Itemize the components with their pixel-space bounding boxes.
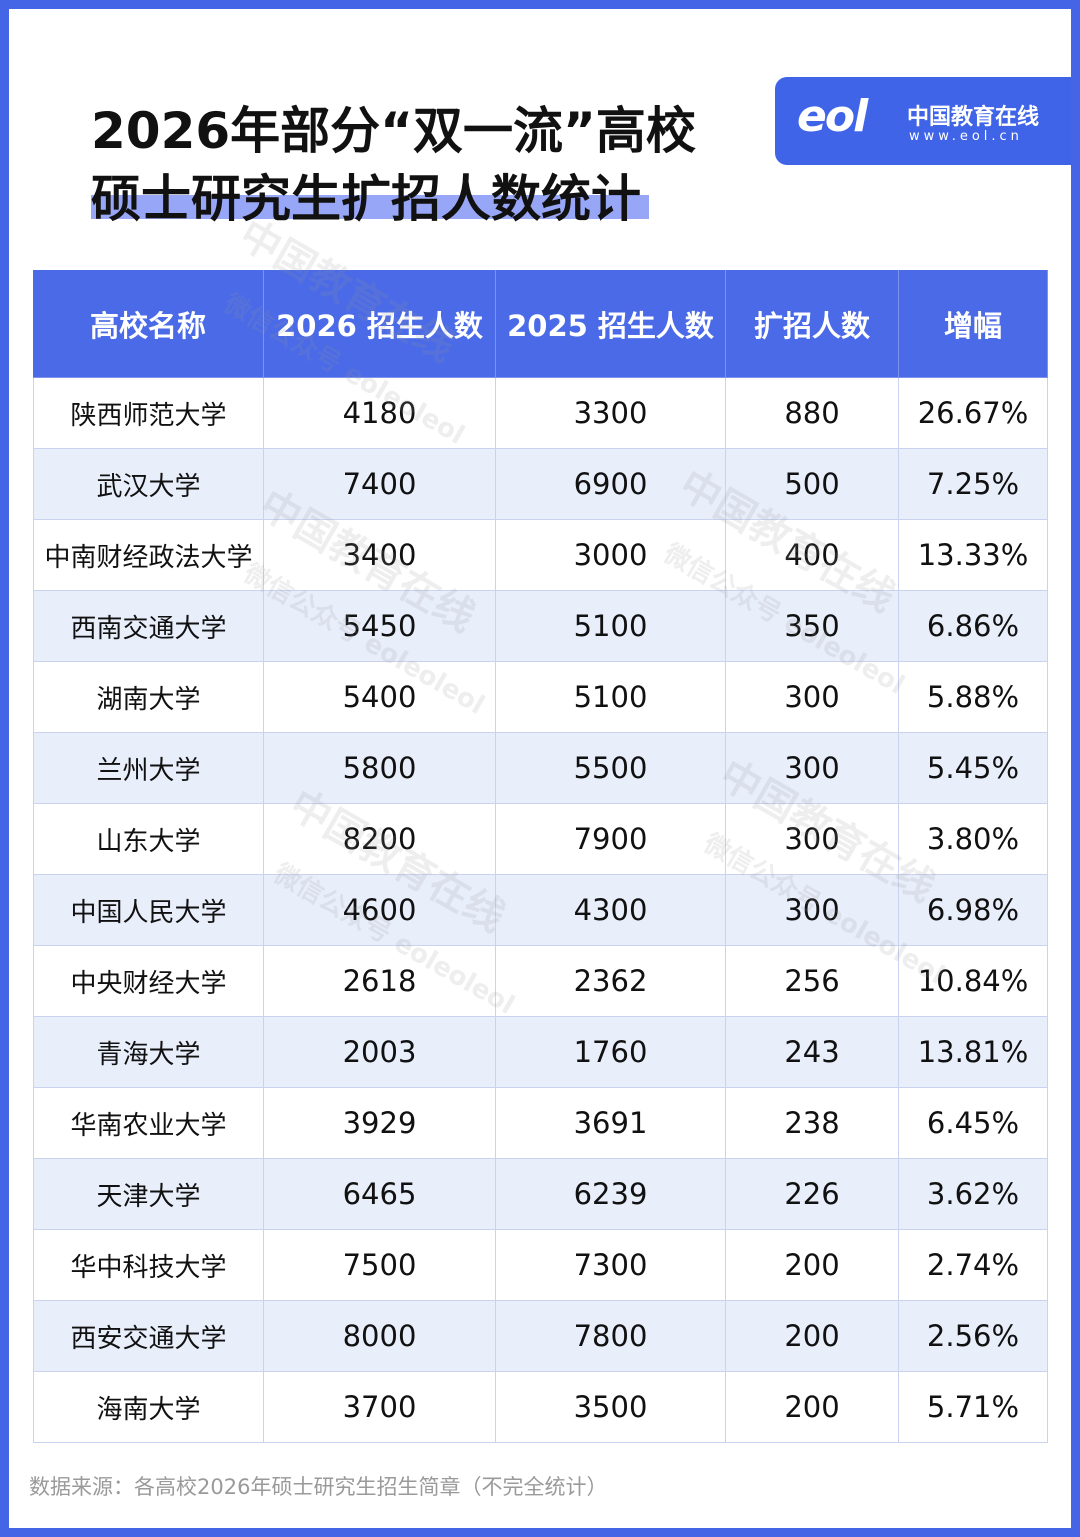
table-cell: 8200 <box>264 804 496 875</box>
table-cell: 400 <box>726 520 899 591</box>
table-cell: 兰州大学 <box>33 733 264 804</box>
table-cell: 山东大学 <box>33 804 264 875</box>
table-cell: 天津大学 <box>33 1159 264 1230</box>
table-cell: 5500 <box>496 733 726 804</box>
table-cell: 3929 <box>264 1088 496 1159</box>
table-cell: 5100 <box>496 662 726 733</box>
table-cell: 5800 <box>264 733 496 804</box>
table-cell: 6.86% <box>899 591 1048 662</box>
table-cell: 华南农业大学 <box>33 1088 264 1159</box>
table-cell: 2.56% <box>899 1301 1048 1372</box>
table-cell: 4180 <box>264 378 496 449</box>
table-cell: 6465 <box>264 1159 496 1230</box>
table-cell: 6900 <box>496 449 726 520</box>
table-cell: 7400 <box>264 449 496 520</box>
table-cell: 5.88% <box>899 662 1048 733</box>
table-cell: 300 <box>726 804 899 875</box>
table-cell: 7800 <box>496 1301 726 1372</box>
table-cell: 西南交通大学 <box>33 591 264 662</box>
table-cell: 2.74% <box>899 1230 1048 1301</box>
table-cell: 1760 <box>496 1017 726 1088</box>
table-cell: 中国人民大学 <box>33 875 264 946</box>
table-cell: 300 <box>726 662 899 733</box>
table-cell: 300 <box>726 875 899 946</box>
table-cell: 5450 <box>264 591 496 662</box>
table-cell: 3691 <box>496 1088 726 1159</box>
logo-url: www.eol.cn <box>909 129 1023 144</box>
table-cell: 3.80% <box>899 804 1048 875</box>
table-cell: 3000 <box>496 520 726 591</box>
column-header: 2025 招生人数 <box>496 270 726 378</box>
table-cell: 3.62% <box>899 1159 1048 1230</box>
table-cell: 6239 <box>496 1159 726 1230</box>
table-cell: 10.84% <box>899 946 1048 1017</box>
table-cell: 3300 <box>496 378 726 449</box>
table-cell: 13.81% <box>899 1017 1048 1088</box>
logo: eol 中国教育在线 www.eol.cn <box>775 77 1071 165</box>
table-cell: 500 <box>726 449 899 520</box>
table-cell: 4600 <box>264 875 496 946</box>
table-cell: 8000 <box>264 1301 496 1372</box>
column-header: 2026 招生人数 <box>264 270 496 378</box>
table-cell: 2362 <box>496 946 726 1017</box>
table-cell: 243 <box>726 1017 899 1088</box>
table-cell: 2618 <box>264 946 496 1017</box>
title: 2026年部分“双一流”高校 <box>91 102 696 160</box>
table-cell: 华中科技大学 <box>33 1230 264 1301</box>
table-cell: 海南大学 <box>33 1372 264 1443</box>
title: 硕士研究生扩招人数统计 <box>91 170 641 228</box>
table-cell: 3400 <box>264 520 496 591</box>
table-cell: 青海大学 <box>33 1017 264 1088</box>
table-cell: 3700 <box>264 1372 496 1443</box>
table-cell: 2003 <box>264 1017 496 1088</box>
column-header: 高校名称 <box>33 270 264 378</box>
logo-name: 中国教育在线 <box>907 105 1040 130</box>
source-note: 数据来源：各高校2026年硕士研究生招生简章（不完全统计） <box>29 1475 608 1499</box>
table-cell: 880 <box>726 378 899 449</box>
table-cell: 5100 <box>496 591 726 662</box>
table-cell: 6.98% <box>899 875 1048 946</box>
table-cell: 226 <box>726 1159 899 1230</box>
table-cell: 6.45% <box>899 1088 1048 1159</box>
column-header: 扩招人数 <box>726 270 899 378</box>
table-cell: 200 <box>726 1301 899 1372</box>
title-highlight <box>91 195 649 219</box>
table-cell: 湖南大学 <box>33 662 264 733</box>
table-cell: 武汉大学 <box>33 449 264 520</box>
table-cell: 5400 <box>264 662 496 733</box>
table-cell: 3500 <box>496 1372 726 1443</box>
table-cell: 中南财经政法大学 <box>33 520 264 591</box>
table-cell: 陕西师范大学 <box>33 378 264 449</box>
table-cell: 西安交通大学 <box>33 1301 264 1372</box>
table-cell: 7900 <box>496 804 726 875</box>
table-cell: 200 <box>726 1230 899 1301</box>
table-cell: 350 <box>726 591 899 662</box>
table-cell: 300 <box>726 733 899 804</box>
table-cell: 5.45% <box>899 733 1048 804</box>
logo-mark: eol <box>797 91 868 142</box>
table-cell: 256 <box>726 946 899 1017</box>
table-cell: 7500 <box>264 1230 496 1301</box>
table-cell: 5.71% <box>899 1372 1048 1443</box>
table-cell: 中央财经大学 <box>33 946 264 1017</box>
table-cell: 200 <box>726 1372 899 1443</box>
table-cell: 7.25% <box>899 449 1048 520</box>
table-cell: 13.33% <box>899 520 1048 591</box>
table-cell: 26.67% <box>899 378 1048 449</box>
table-cell: 4300 <box>496 875 726 946</box>
table-cell: 238 <box>726 1088 899 1159</box>
table-cell: 7300 <box>496 1230 726 1301</box>
column-header: 增幅 <box>899 270 1048 378</box>
